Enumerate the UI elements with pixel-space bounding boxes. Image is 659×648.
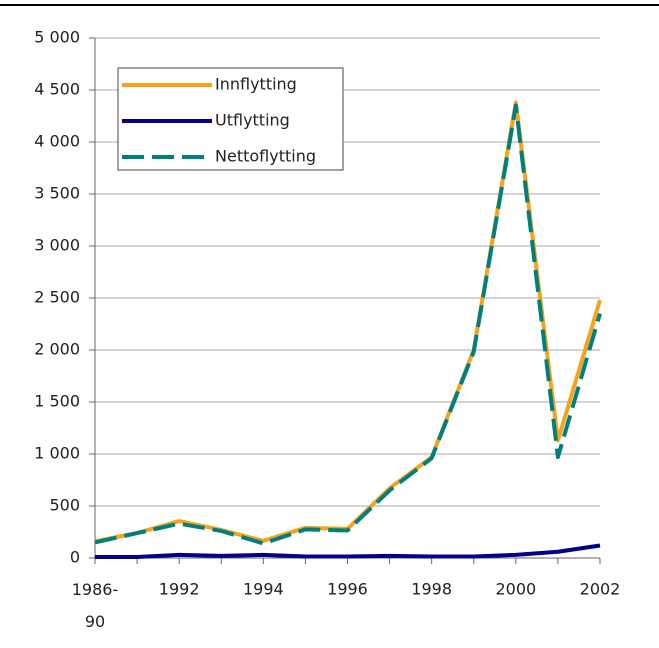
series-line	[94, 103, 602, 546]
x-tick-label: 1998	[411, 580, 452, 599]
y-tick-label: 1 500	[34, 392, 80, 411]
x-tick-label: 2002	[580, 580, 621, 599]
x-tick-label: 1994	[243, 580, 284, 599]
y-tick-label: 0	[70, 548, 80, 567]
series-line	[95, 543, 601, 559]
y-tick-label: 4 000	[34, 132, 80, 151]
legend-label: Nettoflytting	[215, 147, 316, 166]
x-tick-label: 1996	[327, 580, 368, 599]
legend-label: Innflytting	[215, 75, 297, 94]
y-tick-label: 3 500	[34, 184, 80, 203]
y-tick-label: 500	[49, 496, 80, 515]
y-tick-label: 2 000	[34, 340, 80, 359]
y-tick-label: 3 000	[34, 236, 80, 255]
x-tick-label: 1992	[159, 580, 200, 599]
x-tick-label: 2000	[495, 580, 536, 599]
y-tick-label: 2 500	[34, 288, 80, 307]
y-tick-label: 1 000	[34, 444, 80, 463]
x-tick-label: 1986-90	[72, 580, 119, 631]
legend-label: Utflytting	[215, 111, 290, 130]
y-tick-label: 5 000	[34, 28, 80, 47]
y-tick-label: 4 500	[34, 80, 80, 99]
